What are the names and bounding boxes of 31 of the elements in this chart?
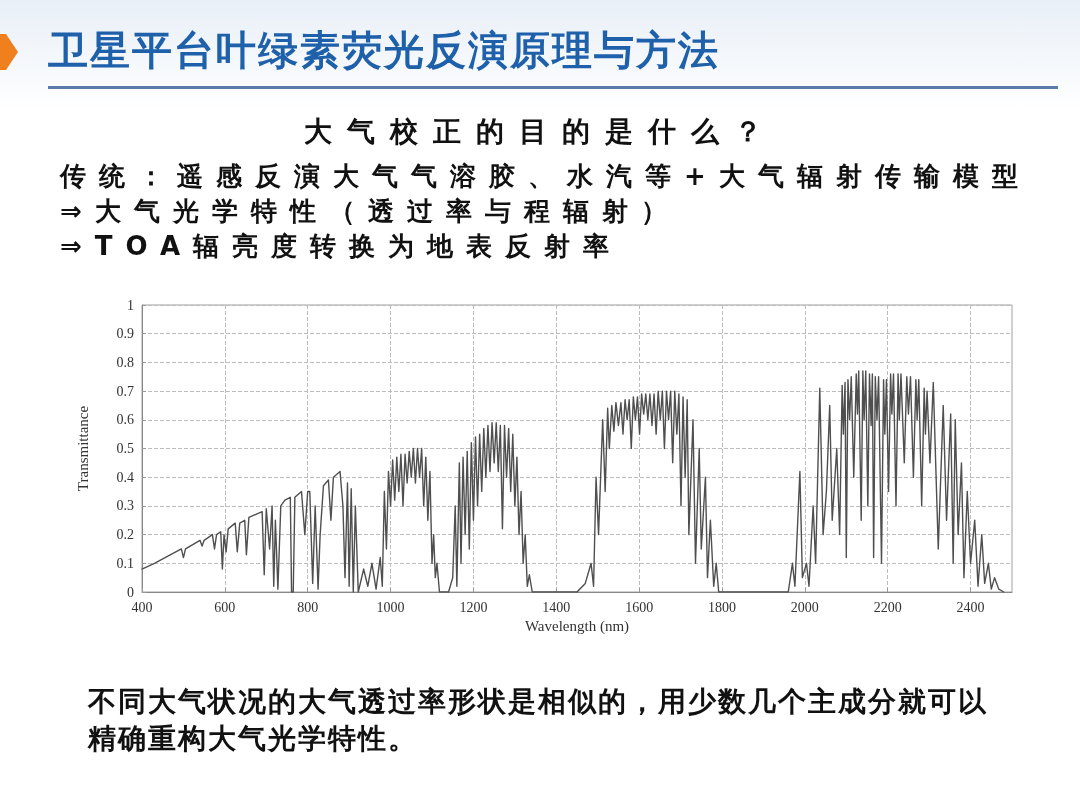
x-tick-label: 1400 xyxy=(542,599,571,615)
x-tick-label: 1200 xyxy=(459,599,488,615)
line-series xyxy=(141,370,1005,593)
y-tick-label: 0.5 xyxy=(116,441,134,456)
chart-title: 卫星平台叶绿素荧光反演原理与方法 xyxy=(48,26,720,75)
x-tick-label: 1000 xyxy=(376,599,405,615)
x-tick-label: 2200 xyxy=(873,599,902,615)
text: ⇒TOA辐亮度转换为地表反射率 xyxy=(60,230,624,263)
y-tick-label: 0.8 xyxy=(116,354,134,370)
y-tick-label: 0.6 xyxy=(116,412,134,428)
y-tick-label: 0.9 xyxy=(116,326,134,342)
y-tick-label: 0.1 xyxy=(116,555,134,571)
x-tick-label: 400 xyxy=(131,599,153,615)
y-axis-title: Transmittance xyxy=(74,405,91,492)
y-tick-label: 0.4 xyxy=(116,469,134,485)
x-tick-label: 800 xyxy=(297,599,319,615)
y-tick-label: 1 xyxy=(127,297,134,313)
y-tick-label: 0.3 xyxy=(116,498,134,514)
text: ⇒大气光学特性（透过率与程辐射） xyxy=(60,195,681,228)
x-tick-label: 2000 xyxy=(790,599,819,615)
y-tick-label: 0.2 xyxy=(116,527,134,543)
y-tick-label: 0.7 xyxy=(116,383,134,399)
x-tick-label: 1600 xyxy=(625,599,654,615)
x-tick-label: 1800 xyxy=(708,599,736,615)
x-tick-label: 2400 xyxy=(956,599,985,615)
x-tick-label: 600 xyxy=(214,599,236,615)
chart-subtitle: 大气校正的目的是什么？ xyxy=(302,114,778,150)
y-tick-label: 0 xyxy=(127,584,134,600)
text: 传统：遥感反演大气气溶胶、水汽等+大气辐射传输模型 xyxy=(60,160,1031,193)
text: 不同大气状况的大气透过率形状是相似的，用少数几个主成分就可以精确重构大气光学特性。 xyxy=(88,684,989,757)
x-axis-title: Wavelength (nm) xyxy=(524,618,630,636)
